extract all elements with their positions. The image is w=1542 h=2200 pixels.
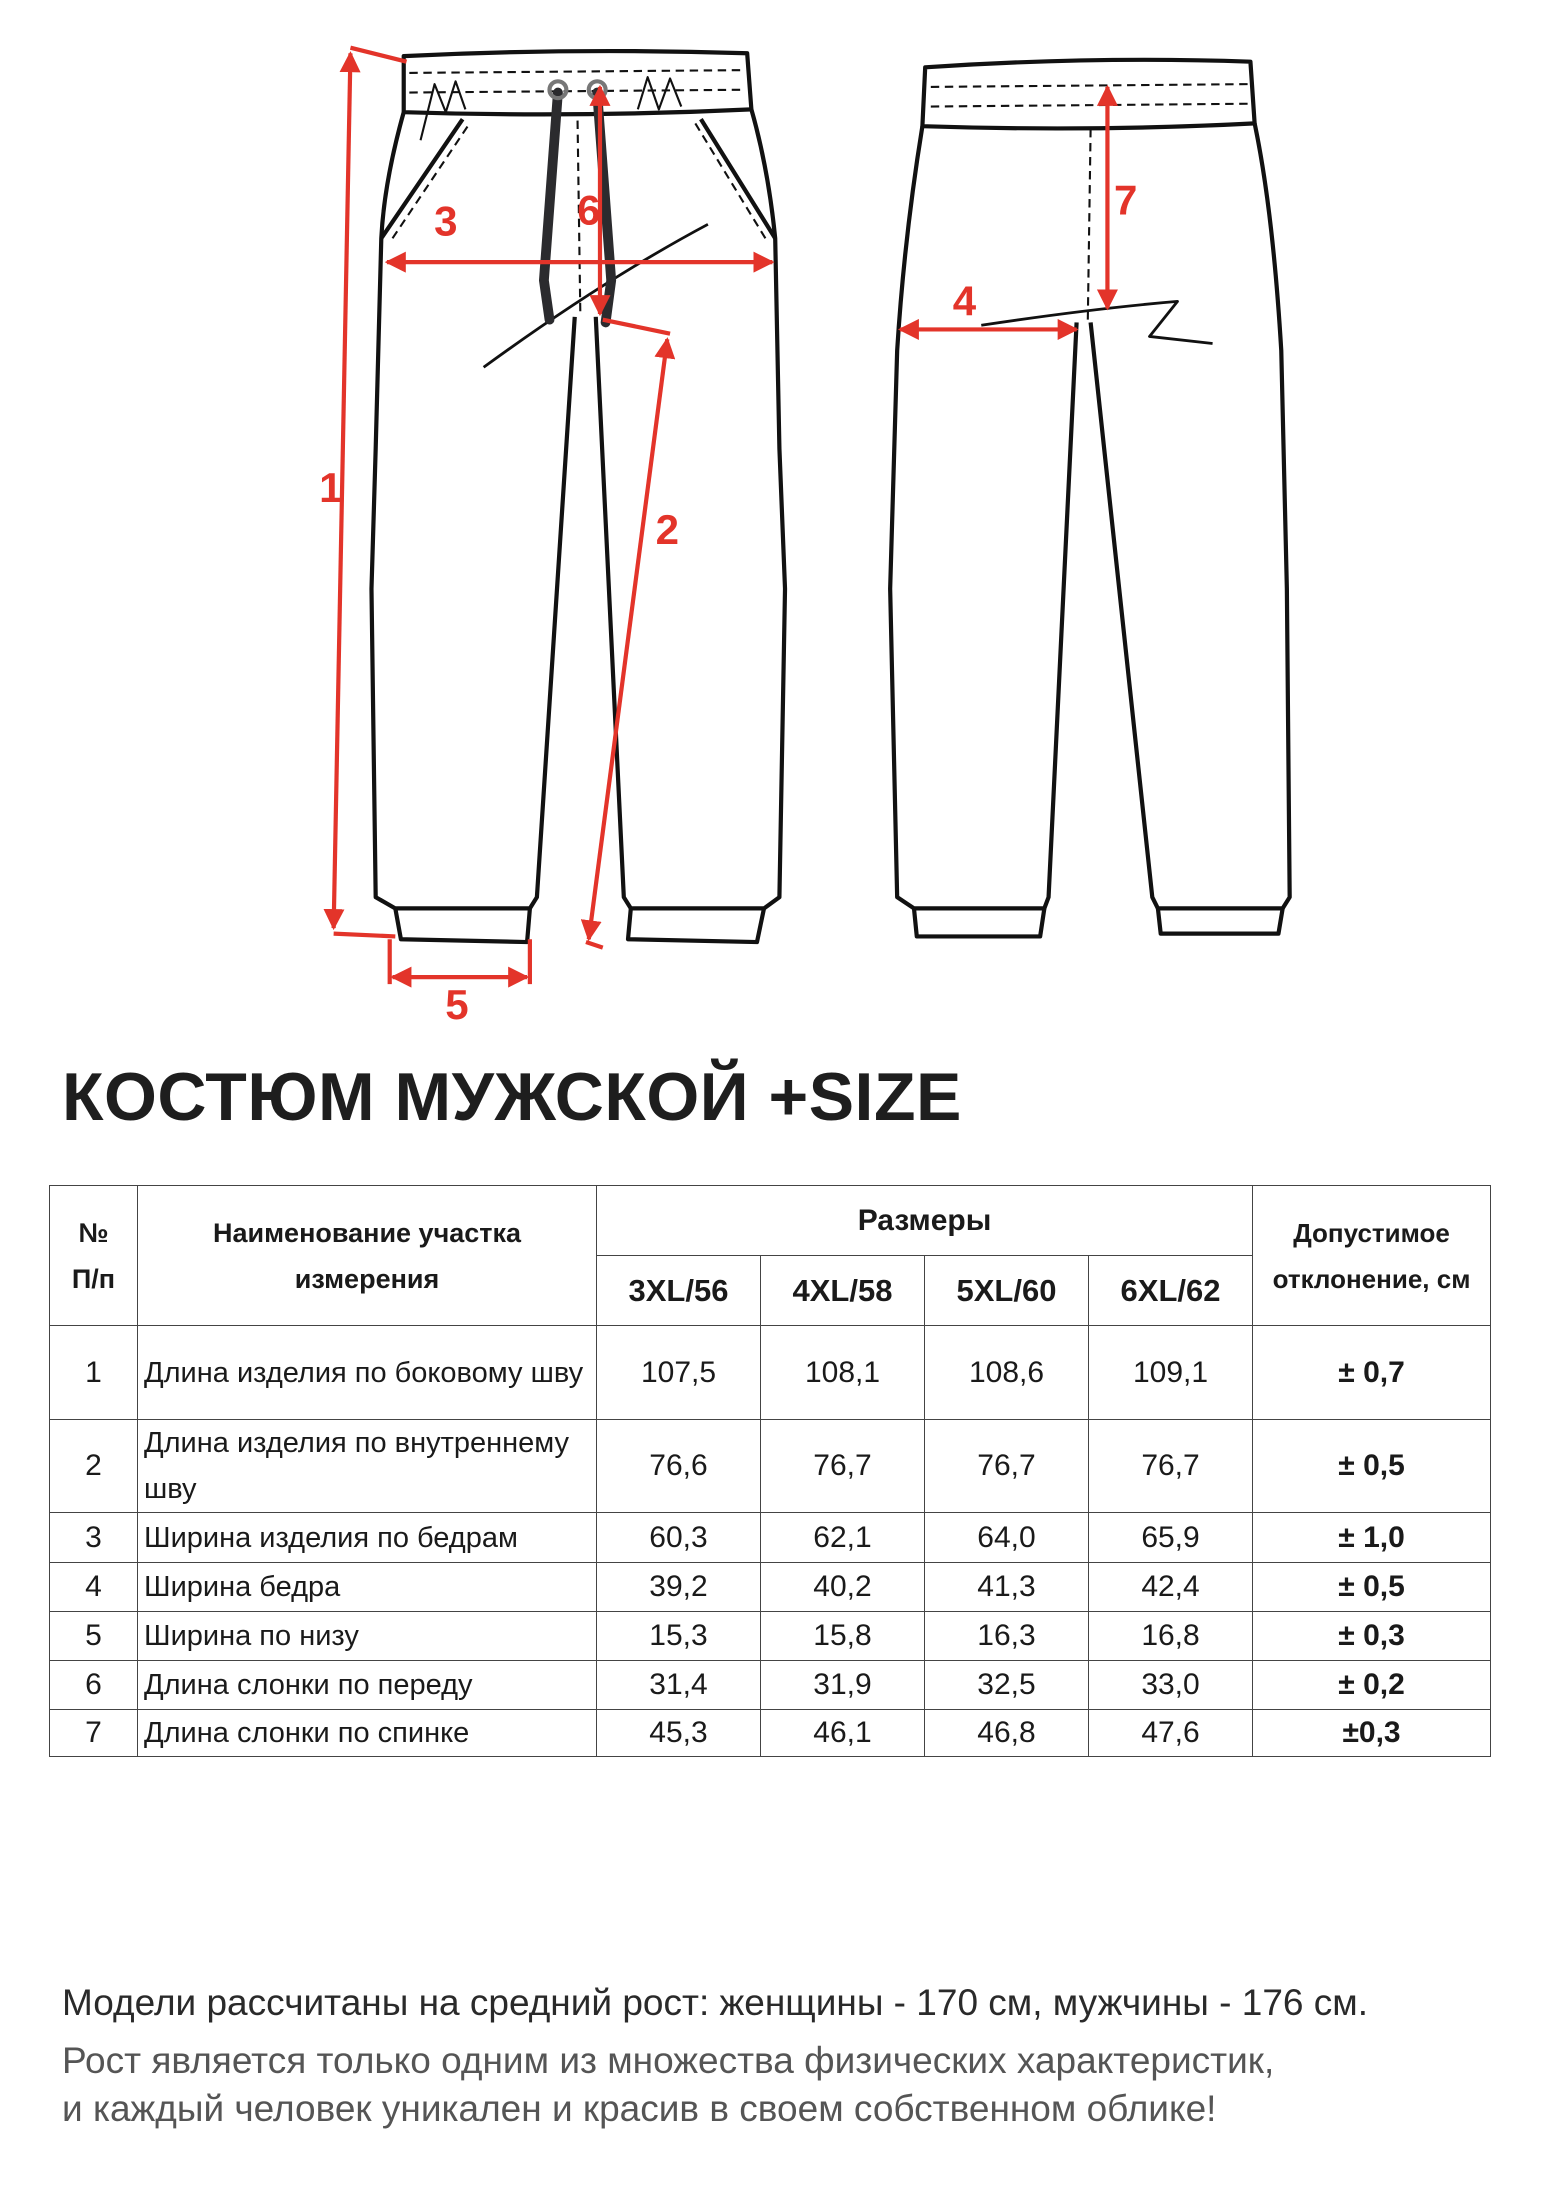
tolerance-value: ± 0,7 bbox=[1252, 1325, 1492, 1420]
measurement-name: Длина изделия по боковому шву bbox=[137, 1325, 597, 1420]
size-value: 42,4 bbox=[1087, 1562, 1254, 1612]
table-row: 1 Длина изделия по боковому шву 107,5 108,1… bbox=[49, 1325, 1492, 1420]
size-value: 15,3 bbox=[596, 1611, 761, 1661]
size-value: 46,8 bbox=[924, 1709, 1089, 1757]
measure-label-3: 3 bbox=[434, 198, 457, 245]
front-pants-outline bbox=[369, 48, 788, 945]
size-value: 109,1 bbox=[1087, 1325, 1254, 1420]
header-size-3xl-56: 3XL/56 bbox=[596, 1255, 761, 1326]
size-value: 64,0 bbox=[924, 1512, 1089, 1563]
header-size-5xl-60: 5XL/60 bbox=[924, 1255, 1089, 1326]
tolerance-value: ± 1,0 bbox=[1252, 1512, 1492, 1563]
measurement-name: Длина слонки по переду bbox=[137, 1660, 597, 1710]
measurement-name: Ширина бедра bbox=[137, 1562, 597, 1612]
size-value: 32,5 bbox=[924, 1660, 1089, 1710]
size-value: 76,6 bbox=[596, 1419, 761, 1513]
tolerance-value: ±0,3 bbox=[1252, 1709, 1492, 1757]
measure-label-7: 7 bbox=[1114, 176, 1137, 223]
tolerance-value: ± 0,3 bbox=[1252, 1611, 1492, 1661]
size-value: 47,6 bbox=[1087, 1709, 1254, 1757]
table-row: 3 Ширина изделия по бедрам 60,3 62,1 64,0 65,… bbox=[49, 1512, 1492, 1563]
measurement-lines bbox=[323, 45, 1118, 988]
row-number: 2 bbox=[49, 1419, 138, 1513]
pants-measurement-diagram: 1 2 3 4 5 6 7 bbox=[319, 45, 1292, 1028]
back-pants-outline bbox=[888, 57, 1292, 939]
header-sizes: Размеры bbox=[595, 1185, 1254, 1256]
size-value: 16,3 bbox=[924, 1611, 1089, 1661]
size-value: 76,7 bbox=[924, 1419, 1089, 1513]
tolerance-value: ± 0,2 bbox=[1252, 1660, 1492, 1710]
row-number: 4 bbox=[49, 1562, 138, 1612]
header-tolerance: Допустимое отклонение, см bbox=[1252, 1185, 1492, 1326]
size-value: 31,4 bbox=[596, 1660, 761, 1710]
row-number: 7 bbox=[49, 1709, 138, 1757]
table-row: 7 Длина слонки по спинке 45,3 46,1 46,8 47,6 ±… bbox=[49, 1709, 1492, 1757]
size-value: 45,3 bbox=[596, 1709, 761, 1757]
tolerance-value: ± 0,5 bbox=[1252, 1562, 1492, 1612]
tolerance-value: ± 0,5 bbox=[1252, 1419, 1492, 1513]
note-average-height: Модели рассчитаны на средний рост: женщи… bbox=[62, 1982, 1368, 2023]
measurement-name: Длина изделия по внутреннему шву bbox=[137, 1419, 597, 1513]
table-row: 2 Длина изделия по внутреннему шву 76,6 76,… bbox=[49, 1419, 1492, 1513]
note-line-3: и каждый человек уникален и красив в сво… bbox=[62, 2088, 1217, 2129]
page-title: КОСТЮМ МУЖСКОЙ +SIZE bbox=[62, 1059, 962, 1135]
size-value: 41,3 bbox=[924, 1562, 1089, 1612]
size-table: № П/п Наименование участка измерения Раз… bbox=[49, 1185, 1492, 1757]
size-value: 33,0 bbox=[1087, 1660, 1254, 1710]
measure-label-4: 4 bbox=[953, 277, 977, 324]
row-number: 1 bbox=[49, 1325, 138, 1420]
size-value: 15,8 bbox=[760, 1611, 925, 1661]
header-number: № П/п bbox=[49, 1185, 138, 1326]
size-value: 31,9 bbox=[760, 1660, 925, 1710]
header-measurement-name: Наименование участка измерения bbox=[137, 1185, 597, 1326]
measure-label-1: 1 bbox=[319, 464, 342, 511]
table-row: 4 Ширина бедра 39,2 40,2 41,3 42,4 ± 0,5 bbox=[49, 1562, 1492, 1612]
size-value: 39,2 bbox=[596, 1562, 761, 1612]
measure-label-6: 6 bbox=[577, 186, 600, 233]
size-value: 108,6 bbox=[924, 1325, 1089, 1420]
row-number: 3 bbox=[49, 1512, 138, 1563]
measurement-name: Ширина по низу bbox=[137, 1611, 597, 1661]
size-value: 76,7 bbox=[760, 1419, 925, 1513]
measurement-name: Длина слонки по спинке bbox=[137, 1709, 597, 1757]
row-number: 5 bbox=[49, 1611, 138, 1661]
size-value: 62,1 bbox=[760, 1512, 925, 1563]
header-size-4xl-58: 4XL/58 bbox=[760, 1255, 925, 1326]
table-row: 5 Ширина по низу 15,3 15,8 16,3 16,8 ± 0,3 bbox=[49, 1611, 1492, 1661]
measure-label-5: 5 bbox=[445, 981, 468, 1028]
table-row: 6 Длина слонки по переду 31,4 31,9 32,5 33,0 ±… bbox=[49, 1660, 1492, 1710]
size-value: 16,8 bbox=[1087, 1611, 1254, 1661]
measure-label-2: 2 bbox=[656, 506, 679, 553]
measurement-name: Ширина изделия по бедрам bbox=[137, 1512, 597, 1563]
size-value: 65,9 bbox=[1087, 1512, 1254, 1563]
size-value: 108,1 bbox=[760, 1325, 925, 1420]
size-value: 40,2 bbox=[760, 1562, 925, 1612]
header-size-6xl-62: 6XL/62 bbox=[1087, 1255, 1254, 1326]
note-line-2: Рост является только одним из множества … bbox=[62, 2040, 1275, 2081]
size-value: 46,1 bbox=[760, 1709, 925, 1757]
size-value: 76,7 bbox=[1087, 1419, 1254, 1513]
row-number: 6 bbox=[49, 1660, 138, 1710]
size-value: 107,5 bbox=[596, 1325, 761, 1420]
size-value: 60,3 bbox=[596, 1512, 761, 1563]
